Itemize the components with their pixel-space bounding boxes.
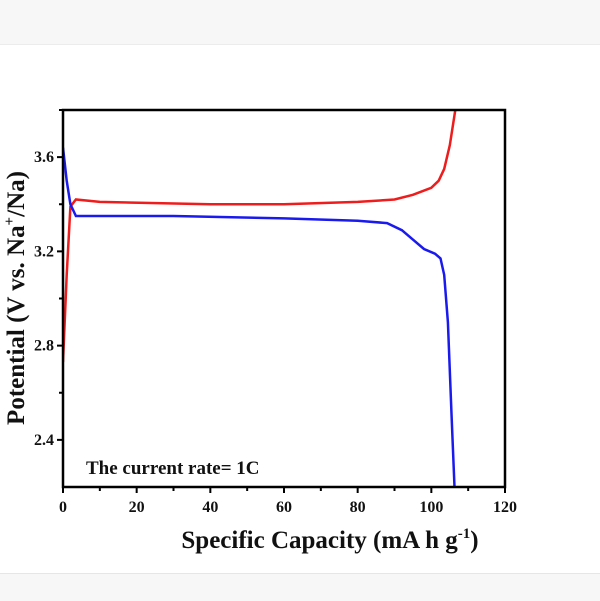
x-tick-label: 60 — [276, 499, 292, 516]
y-tick-label: 3.6 — [34, 149, 54, 166]
y-tick-label: 3.2 — [34, 243, 54, 260]
x-tick-label: 40 — [202, 499, 218, 516]
bottom-band — [0, 573, 600, 601]
x-tick-label: 0 — [59, 499, 67, 516]
x-tick-label: 80 — [350, 499, 366, 516]
series-line-1 — [63, 147, 456, 487]
series-line-0 — [63, 110, 457, 363]
y-axis-label: Potential (V vs. Na+/Na) — [2, 171, 30, 425]
annotation: The current rate= 1C — [86, 458, 260, 479]
x-tick-label: 120 — [493, 499, 517, 516]
x-axis-label: Specific Capacity (mA h g-1) — [181, 526, 478, 554]
x-tick-label: 20 — [129, 499, 145, 516]
y-tick-label: 2.4 — [34, 432, 54, 449]
y-tick-label: 2.8 — [34, 338, 54, 355]
top-band — [0, 0, 600, 45]
x-tick-label: 100 — [419, 499, 443, 516]
plot-frame — [61, 108, 507, 489]
